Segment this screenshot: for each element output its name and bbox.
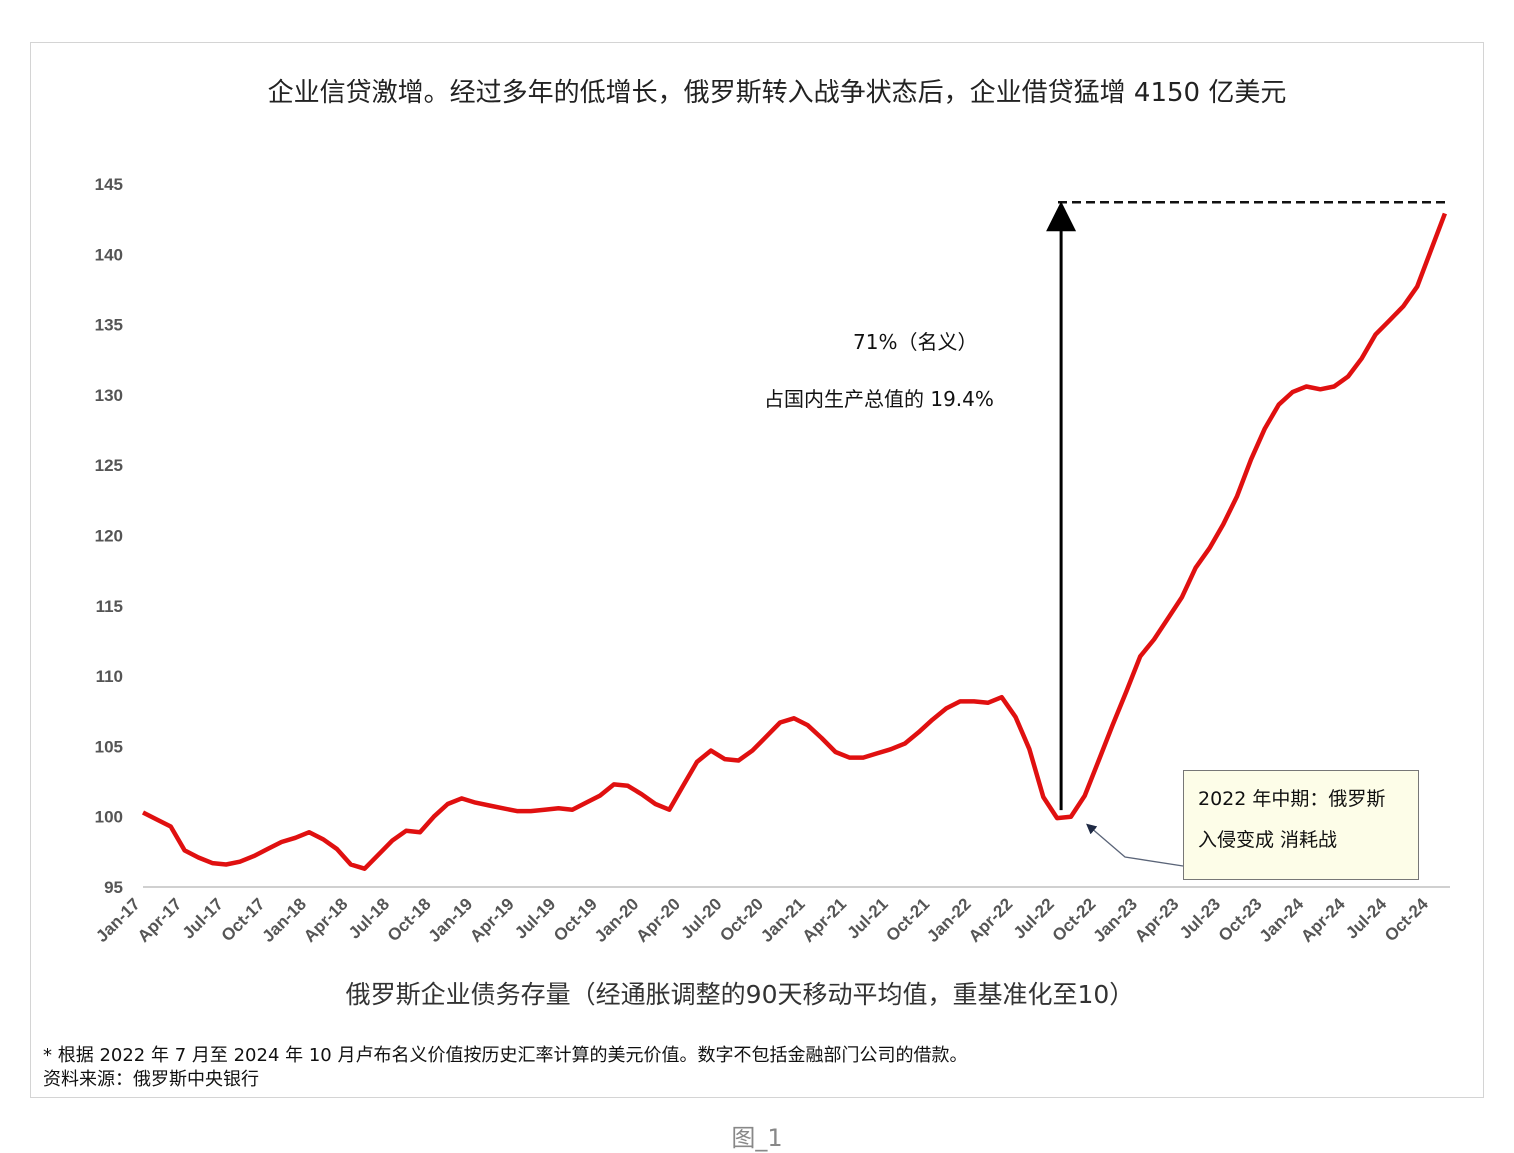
x-tick-label: Jul-23 xyxy=(1176,894,1224,942)
x-tick-label: Jul-21 xyxy=(844,894,892,942)
x-tick-label: Apr-19 xyxy=(466,894,518,946)
x-tick-label: Oct-20 xyxy=(716,894,767,945)
x-tick-label: Apr-18 xyxy=(300,894,352,946)
x-tick-label: Apr-22 xyxy=(965,894,1017,946)
callout-box: 2022 年中期：俄罗斯 入侵变成 消耗战 xyxy=(1183,770,1419,880)
x-tick-label: Jul-17 xyxy=(179,894,227,942)
y-tick-label: 115 xyxy=(96,597,123,616)
gdp-share-annotation: 占国内生产总值的 19.4% xyxy=(764,383,994,412)
y-tick-label: 135 xyxy=(95,316,123,335)
x-tick-label: Jan-21 xyxy=(757,894,809,946)
x-tick-label: Jan-17 xyxy=(92,894,144,946)
y-tick-label: 100 xyxy=(95,808,123,827)
x-tick-label: Apr-21 xyxy=(799,894,851,946)
x-tick-label: Jan-23 xyxy=(1089,894,1141,946)
x-tick-label: Jan-24 xyxy=(1256,894,1308,946)
x-tick-label: Apr-20 xyxy=(632,894,684,946)
x-tick-label: Jan-19 xyxy=(425,894,477,946)
source-note: 资料来源：俄罗斯中央银行 xyxy=(43,1065,259,1091)
figure-caption: 图_1 xyxy=(0,1118,1514,1153)
growth-annotation: 71%（名义） xyxy=(853,326,977,355)
x-axis-title: 俄罗斯企业债务存量（经通胀调整的90天移动平均值，重基准化至10） xyxy=(0,975,1480,1011)
y-tick-label: 140 xyxy=(95,245,123,264)
x-tick-label: Apr-23 xyxy=(1131,894,1183,946)
x-tick-label: Oct-18 xyxy=(384,894,435,945)
x-tick-label: Jul-22 xyxy=(1010,894,1058,942)
x-tick-label: Jul-18 xyxy=(345,894,393,942)
y-tick-label: 130 xyxy=(95,386,123,405)
x-tick-label: Jan-22 xyxy=(923,894,975,946)
y-tick-label: 95 xyxy=(104,878,123,897)
callout-line-1: 2022 年中期：俄罗斯 xyxy=(1198,779,1404,820)
y-tick-label: 125 xyxy=(95,456,123,475)
x-tick-label: Oct-22 xyxy=(1049,894,1100,945)
x-tick-label: Jul-19 xyxy=(511,894,559,942)
x-tick-label: Jan-20 xyxy=(591,894,643,946)
x-tick-label: Oct-19 xyxy=(550,894,601,945)
x-tick-label: Jul-20 xyxy=(677,894,725,942)
x-tick-label: Jan-18 xyxy=(258,894,310,946)
y-tick-label: 105 xyxy=(95,737,123,756)
x-tick-label: Apr-24 xyxy=(1297,894,1349,946)
callout-line-2: 入侵变成 消耗战 xyxy=(1198,820,1404,861)
x-tick-label: Oct-23 xyxy=(1215,894,1266,945)
x-tick-label: Apr-17 xyxy=(134,894,186,946)
y-tick-label: 145 xyxy=(95,175,123,194)
y-tick-label: 110 xyxy=(96,667,123,686)
x-tick-label: Oct-24 xyxy=(1381,894,1432,945)
x-tick-label: Oct-21 xyxy=(882,894,933,945)
footnote: * 根据 2022 年 7 月至 2024 年 10 月卢布名义价值按历史汇率计… xyxy=(43,1041,967,1067)
y-tick-label: 120 xyxy=(95,527,123,546)
x-tick-label: Oct-17 xyxy=(218,894,269,945)
callout-pointer-arrow xyxy=(1090,827,1183,866)
